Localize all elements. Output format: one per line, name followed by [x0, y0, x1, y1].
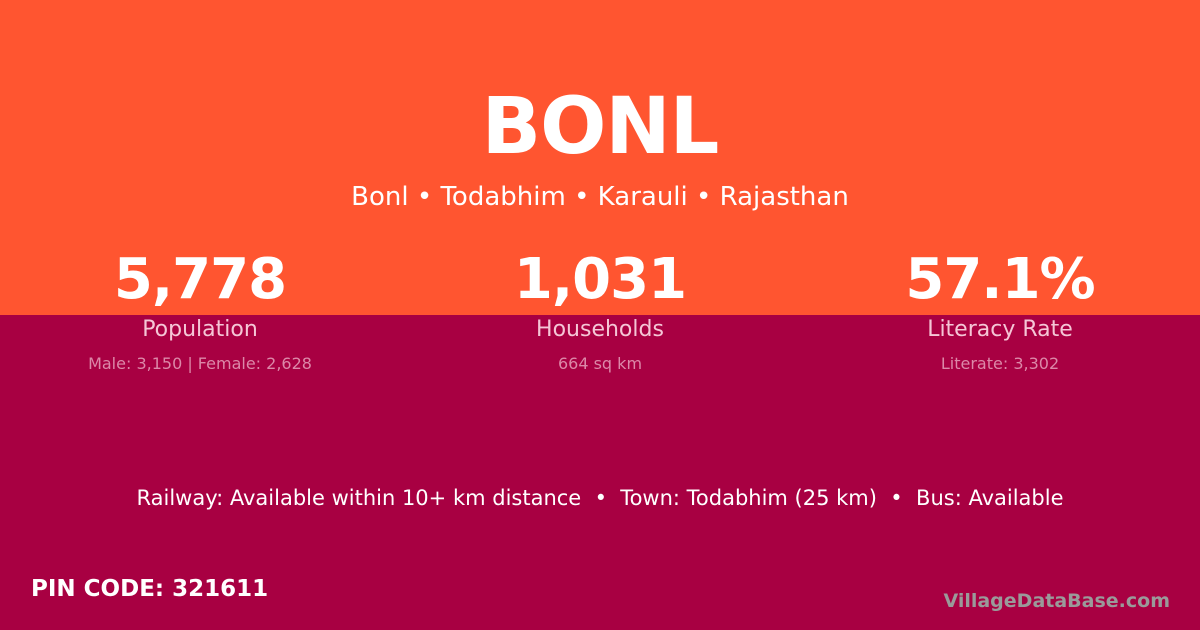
header-band	[0, 0, 1200, 315]
pin-code: PIN CODE: 321611	[31, 576, 269, 602]
location-breadcrumb: Bonl • Todabhim • Karauli • Rajasthan	[351, 182, 849, 212]
stat-label: Households	[536, 317, 664, 342]
stat-value: 57.1%	[905, 247, 1095, 312]
stat-population: 5,778 Population Male: 3,150 | Female: 2…	[0, 247, 400, 374]
stat-detail: Literate: 3,302	[940, 354, 1060, 373]
amenities-line: Railway: Available within 10+ km distanc…	[136, 486, 1064, 510]
stat-value: 5,778	[113, 247, 287, 312]
stat-detail: 664 sq km	[557, 354, 643, 373]
stat-label: Literacy Rate	[927, 317, 1073, 342]
stat-households: 1,031 Households 664 sq km	[400, 247, 800, 374]
stat-value: 1,031	[513, 247, 687, 312]
stat-literacy: 57.1% Literacy Rate Literate: 3,302	[800, 247, 1200, 374]
stat-detail: Male: 3,150 | Female: 2,628	[88, 354, 312, 373]
village-title: BONL	[481, 82, 720, 172]
brand-watermark: VillageDataBase.com	[943, 590, 1170, 612]
stat-label: Population	[142, 317, 258, 342]
